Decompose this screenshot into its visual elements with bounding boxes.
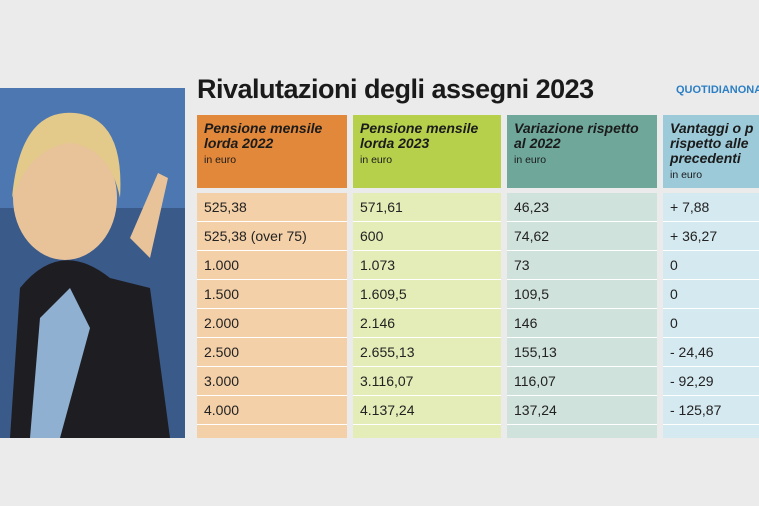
cell: 3.116,07 — [353, 367, 501, 396]
cell: 1.000 — [197, 251, 347, 280]
cell: 137,24 — [507, 396, 657, 425]
header-line: Pensione mensile — [204, 120, 323, 136]
cell: 525,38 — [197, 193, 347, 222]
cell: 155,13 — [507, 338, 657, 367]
column-body: 46,23 74,62 73 109,5 146 155,13 116,07 137,24 — [507, 193, 657, 438]
cell: 1.073 — [353, 251, 501, 280]
cell: - 24,46 — [663, 338, 759, 367]
cell: 0 — [663, 280, 759, 309]
header-line: Variazione rispetto — [514, 120, 639, 136]
cell: 600 — [353, 222, 501, 251]
title: Rivalutazioni degli assegni 2023 — [197, 74, 594, 104]
cell: 73 — [507, 251, 657, 280]
cell: 4.137,24 — [353, 396, 501, 425]
cell: + 7,88 — [663, 193, 759, 222]
cell: 2.655,13 — [353, 338, 501, 367]
cell: 74,62 — [507, 222, 657, 251]
column-body: 525,38 525,38 (over 75) 1.000 1.500 2.000 2.5… — [197, 193, 347, 438]
header-line: lorda 2023 — [360, 135, 430, 151]
header-line: Pensione mensile — [360, 120, 479, 136]
header-line: precedenti — [670, 150, 741, 166]
cell: 1.609,5 — [353, 280, 501, 309]
cell: 46,23 — [507, 193, 657, 222]
header-line: rispetto alle — [670, 135, 749, 151]
cell: 0 — [663, 251, 759, 280]
column-header: Variazione rispetto al 2022 in euro — [507, 115, 657, 188]
photo — [0, 88, 185, 438]
header-unit: in euro — [670, 169, 703, 181]
header-unit: in euro — [360, 154, 393, 166]
brand: QUOTIDIANONA — [676, 84, 759, 96]
column-header: Pensione mensile lorda 2022 in euro — [197, 115, 347, 188]
column-body: 571,61 600 1.073 1.609,5 2.146 2.655,13 3.116,… — [353, 193, 501, 438]
header-unit: in euro — [514, 154, 547, 166]
cell: 3.000 — [197, 367, 347, 396]
cell: - 92,29 — [663, 367, 759, 396]
column-body: + 7,88 + 36,27 0 0 0- 24,46- 92,29- 125,87 — [663, 193, 759, 438]
header-line: lorda 2022 — [204, 135, 274, 151]
cell: 2.146 — [353, 309, 501, 338]
cell: 1.500 — [197, 280, 347, 309]
header-line: al 2022 — [514, 135, 561, 151]
cell: 525,38 (over 75) — [197, 222, 347, 251]
column-header: Pensione mensile lorda 2023 in euro — [353, 115, 501, 188]
cell: - 125,87 — [663, 396, 759, 425]
cell: 4.000 — [197, 396, 347, 425]
cell: 116,07 — [507, 367, 657, 396]
cell: 2.500 — [197, 338, 347, 367]
cell: 109,5 — [507, 280, 657, 309]
cell: 146 — [507, 309, 657, 338]
cell: 0 — [663, 309, 759, 338]
column-header: Vantaggi o p rispetto alle precedenti in eu… — [663, 115, 759, 188]
header-line: Vantaggi o p — [670, 120, 754, 136]
cell: + 36,27 — [663, 222, 759, 251]
cell: 2.000 — [197, 309, 347, 338]
header-unit: in euro — [204, 154, 237, 166]
cell: 571,61 — [353, 193, 501, 222]
